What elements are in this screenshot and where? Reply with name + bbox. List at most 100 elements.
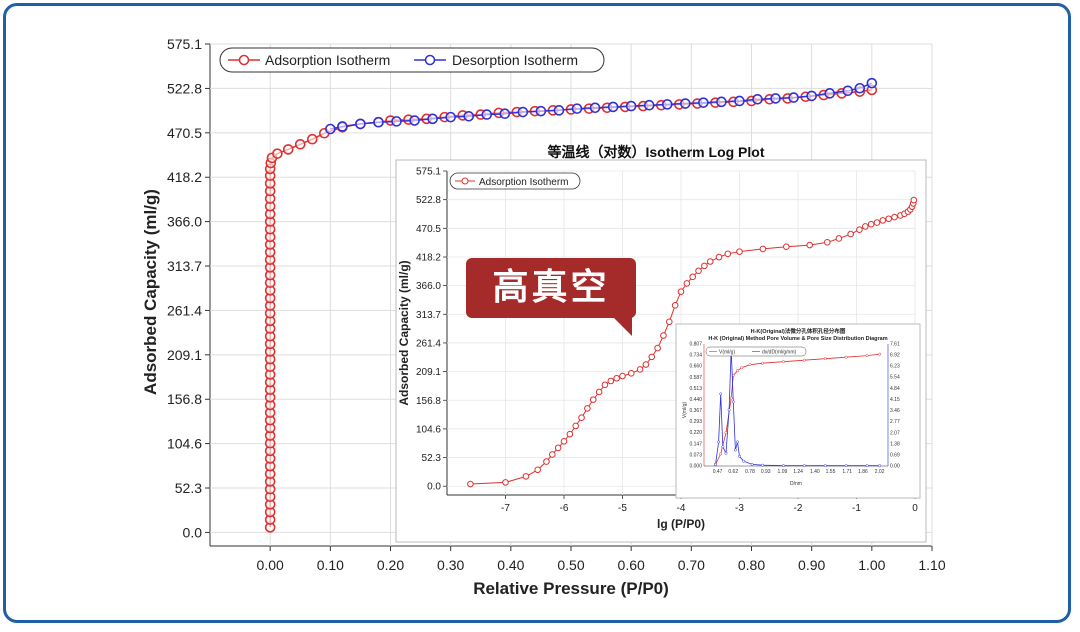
nested-y-tick-label: 0.220: [689, 430, 702, 436]
inset-series-point-0: [823, 239, 831, 246]
inset-y-tick-label: 52.3: [422, 453, 442, 464]
nested-y-tick-label: 0.587: [689, 375, 702, 381]
inset-series-point-0: [847, 230, 854, 238]
nested-series-dv-point: [823, 464, 827, 468]
nested-x-tick-label: 0.78: [745, 469, 755, 475]
nested-series-dv-point: [878, 464, 882, 468]
inset-y-tick-label: 575.1: [416, 167, 441, 178]
inset-legend: Adsorption Isotherm: [449, 172, 581, 190]
nested-series-v-point: [729, 396, 733, 400]
inset-x-tick-label: -3: [735, 503, 744, 514]
inset-series-point-0: [660, 332, 667, 339]
main-series-point-1: [824, 88, 836, 99]
inset-series-point-0: [715, 253, 723, 261]
nested-series-v-point: [736, 369, 739, 373]
inset-series-point-0: [891, 213, 898, 221]
main-series-point-1: [337, 121, 348, 132]
nested-title: H-K(Original)法微分孔体积孔径分布图: [751, 327, 846, 335]
nested-y-tick-label: 0.000: [689, 464, 702, 470]
inset-series-point-0: [522, 473, 530, 480]
main-x-tick-label: 0.60: [618, 557, 645, 573]
inset-series-point-0: [861, 223, 869, 230]
inset-y-tick-label: 104.6: [416, 424, 441, 435]
nested-y-tick-label: 0.367: [689, 408, 702, 414]
main-x-tick-label: 0.70: [678, 557, 705, 573]
inset-x-tick-label: -1: [852, 503, 861, 514]
main-series-point-1: [643, 99, 655, 111]
nested-series-dv-point: [742, 459, 746, 463]
nested-y2-tick-label: 4.15: [890, 397, 900, 403]
nested-series-v-point: [761, 361, 764, 365]
main-x-tick-label: 0.40: [497, 557, 524, 573]
nested-series-dv-point: [736, 440, 739, 444]
main-series-point-1: [661, 99, 673, 110]
inset-legend-label: Adsorption Isotherm: [479, 177, 569, 188]
main-y-tick-label: 261.4: [167, 302, 202, 318]
nested-series-dv-point: [750, 462, 754, 466]
callout-tail: [612, 316, 632, 336]
nested-x-tick-label: 1.24: [793, 469, 803, 475]
nested-y2-tick-label: 6.92: [890, 353, 900, 359]
main-y-tick-label: 418.2: [167, 169, 202, 185]
inset-series-point-0: [701, 262, 708, 270]
main-series-point-1: [866, 77, 878, 89]
nested-series-v-point: [844, 355, 848, 359]
inset-series-point-0: [554, 444, 562, 452]
inset-y-tick-label: 366.0: [416, 281, 441, 292]
main-y-tick-label: 366.0: [167, 214, 202, 230]
inset-series-point-0: [566, 430, 574, 438]
main-y-tick-label: 104.6: [167, 436, 202, 452]
main-series-point-1: [463, 110, 475, 122]
nested-y-tick-label: 0.660: [689, 364, 702, 370]
inset-series-point-0: [677, 288, 685, 295]
nested-x-tick-label: 0.62: [728, 469, 738, 475]
nested-y-tick-label: 0.293: [689, 419, 702, 425]
main-x-tick-label: 1.00: [858, 557, 885, 573]
inset-series-point-0: [654, 344, 661, 352]
nested-y2-tick-label: 2.07: [890, 430, 900, 436]
nested-y2-tick-label: 6.23: [890, 364, 900, 370]
nested-y2-tick-label: 3.46: [890, 408, 900, 414]
main-x-tick-label: 0.90: [798, 557, 825, 573]
main-series-point-1: [734, 95, 745, 107]
nested-y2-tick-label: 5.54: [890, 375, 900, 381]
legend-adsorption-marker: [238, 54, 250, 66]
inset-y-tick-label: 418.2: [416, 253, 441, 264]
main-x-tick-label: 0.20: [377, 557, 404, 573]
inset-series-point-0: [910, 196, 918, 204]
main-series-point-1: [535, 105, 547, 117]
main-y-tick-label: 156.8: [167, 391, 202, 407]
main-y-tick-label: 575.1: [167, 36, 202, 52]
nested-series-v-point: [802, 358, 806, 362]
nested-x-tick-label: 1.55: [826, 469, 836, 475]
inset-series-point-0: [636, 366, 644, 373]
main-series-point-1: [842, 85, 854, 97]
main-series-point-1: [445, 111, 456, 123]
inset-y-tick-label: 470.5: [416, 224, 441, 235]
nested-series-v-point: [719, 452, 723, 456]
inset-series-point-0: [666, 318, 673, 326]
main-series-point-1: [325, 123, 336, 135]
nested-hk-chart: H-K(Original)法微分孔体积孔径分布图 H-K (Original) …: [675, 323, 921, 499]
inset-series-point-0: [867, 220, 875, 228]
main-series-point-1: [427, 113, 438, 125]
inset-y-tick-label: 0.0: [427, 482, 441, 493]
main-series-point-1: [770, 93, 781, 104]
main-x-axis-title: Relative Pressure (P/P0): [473, 579, 669, 598]
main-series-point-1: [571, 103, 583, 114]
main-series-point-1: [499, 108, 511, 120]
nested-series-dv-point: [714, 462, 717, 466]
inset-series-point-0: [806, 241, 814, 249]
inset-series-point-0: [502, 479, 509, 486]
main-y-axis-title: Adsorbed Capacity (ml/g): [141, 189, 160, 395]
nested-y2-tick-label: 7.61: [890, 342, 900, 348]
inset-series-point-0: [467, 480, 474, 488]
nested-series-dv-point: [865, 464, 869, 468]
callout-badge: 高真空: [466, 258, 636, 318]
inset-series-point-0: [648, 353, 656, 361]
inset-series-point-0: [783, 243, 790, 250]
main-series-point-1: [607, 101, 619, 113]
main-x-tick-label: 0.10: [317, 557, 344, 573]
nested-y2-tick-label: 1.38: [890, 441, 900, 447]
inset-series-point-0: [601, 381, 609, 389]
